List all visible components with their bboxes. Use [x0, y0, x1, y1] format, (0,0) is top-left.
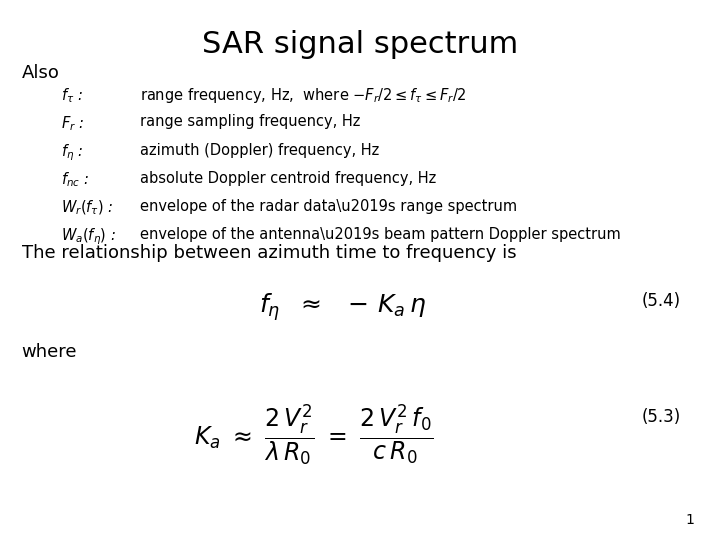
- Text: range sampling frequency, Hz: range sampling frequency, Hz: [140, 114, 361, 130]
- Text: $W_r(f_\tau)$ :: $W_r(f_\tau)$ :: [61, 199, 114, 217]
- Text: $f_\eta \ \ \approx \ \ -\,K_a\,\eta$: $f_\eta \ \ \approx \ \ -\,K_a\,\eta$: [259, 292, 426, 323]
- Text: $F_r$ :: $F_r$ :: [61, 114, 85, 133]
- Text: 1: 1: [686, 512, 695, 526]
- Text: $W_a(f_\eta)$ :: $W_a(f_\eta)$ :: [61, 227, 117, 247]
- Text: (5.3): (5.3): [641, 408, 680, 426]
- Text: envelope of the radar data\u2019s range spectrum: envelope of the radar data\u2019s range …: [140, 199, 518, 214]
- Text: (5.4): (5.4): [642, 292, 680, 309]
- Text: Also: Also: [22, 64, 60, 82]
- Text: SAR signal spectrum: SAR signal spectrum: [202, 30, 518, 59]
- Text: envelope of the antenna\u2019s beam pattern Doppler spectrum: envelope of the antenna\u2019s beam patt…: [140, 227, 621, 242]
- Text: absolute Doppler centroid frequency, Hz: absolute Doppler centroid frequency, Hz: [140, 171, 436, 186]
- Text: $f_{nc}$ :: $f_{nc}$ :: [61, 171, 89, 190]
- Text: azimuth (Doppler) frequency, Hz: azimuth (Doppler) frequency, Hz: [140, 143, 379, 158]
- Text: $f_\eta$ :: $f_\eta$ :: [61, 143, 84, 163]
- Text: $K_a \ \approx \ \dfrac{2\,V_r^2}{\lambda\,R_0} \ = \ \dfrac{2\,V_r^2\,f_0}{c\,R: $K_a \ \approx \ \dfrac{2\,V_r^2}{\lambd…: [194, 402, 433, 467]
- Text: range frequency, Hz,  where $-F_r/2 \leq f_\tau \leq F_r/2$: range frequency, Hz, where $-F_r/2 \leq …: [140, 86, 467, 105]
- Text: where: where: [22, 343, 77, 361]
- Text: The relationship between azimuth time to frequency is: The relationship between azimuth time to…: [22, 244, 516, 262]
- Text: $f_\tau$ :: $f_\tau$ :: [61, 86, 84, 105]
